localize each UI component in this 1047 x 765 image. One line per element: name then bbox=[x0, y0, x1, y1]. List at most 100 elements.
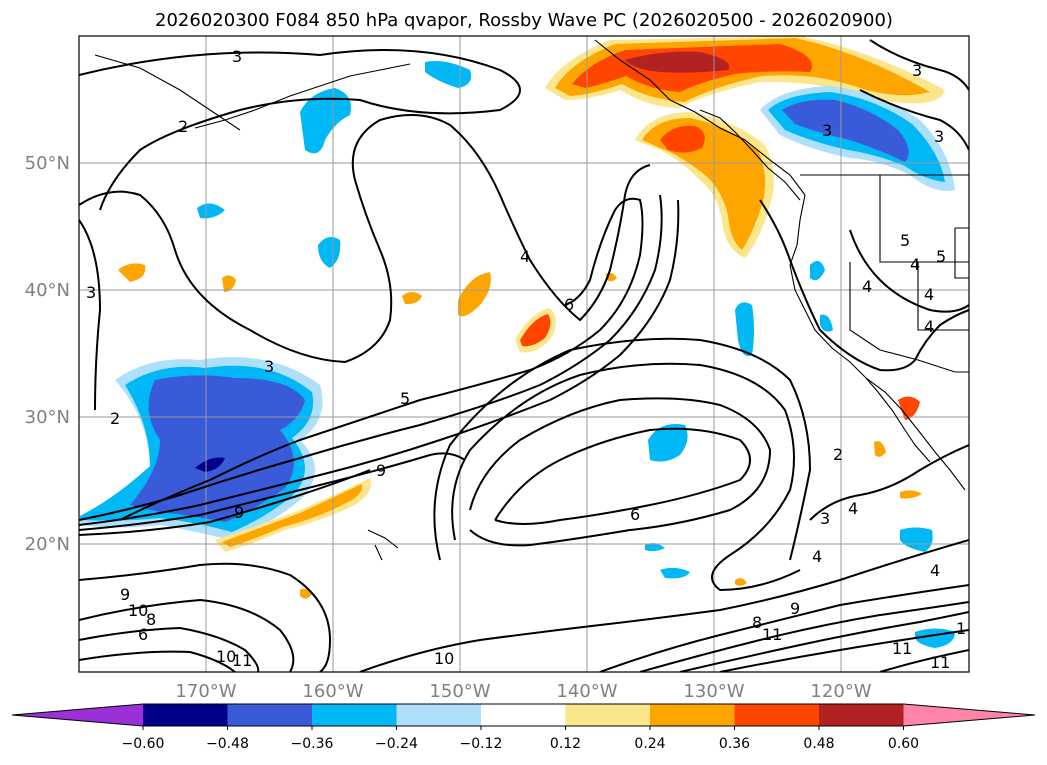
positive-anomaly-coast-core bbox=[660, 125, 705, 153]
contour-10 bbox=[469, 397, 772, 547]
contour-8 bbox=[79, 469, 371, 536]
contour-labels: 3 2 3 3 3 3 4 5 6 3 9 5 2 4 4 4 5 4 2 6 … bbox=[86, 47, 966, 672]
contour-label: 4 bbox=[520, 247, 530, 266]
colorbar-segment bbox=[227, 704, 313, 726]
contour-label: 4 bbox=[924, 285, 934, 304]
contour-24 bbox=[809, 444, 969, 521]
state-border-1 bbox=[879, 175, 969, 263]
positive-anomaly-gulf-of-alaska-peak bbox=[625, 51, 730, 73]
contour-label: 4 bbox=[924, 317, 934, 336]
state-border-2 bbox=[917, 262, 969, 331]
colorbar-tick-label: −0.60 bbox=[122, 736, 165, 752]
contour-17 bbox=[359, 539, 969, 672]
contour-label: 3 bbox=[934, 127, 944, 146]
negative-anomaly-small-4 bbox=[820, 314, 833, 332]
latitude-labels: 50°N 40°N 30°N 20°N bbox=[25, 153, 70, 555]
colorbar-segment bbox=[481, 704, 566, 726]
contour-label: 3 bbox=[264, 357, 274, 376]
contour-18 bbox=[599, 584, 969, 672]
colorbar-tick-label: 0.24 bbox=[634, 736, 665, 752]
contour-3 bbox=[79, 219, 102, 411]
contour-label: 4 bbox=[812, 547, 822, 566]
lon-label-150w: 150°W bbox=[429, 681, 490, 702]
colorbar-tick-label: −0.36 bbox=[291, 736, 334, 752]
bc-coast bbox=[699, 109, 801, 201]
lon-label-160w: 160°W bbox=[302, 681, 363, 702]
contour-label: 9 bbox=[376, 461, 386, 480]
graticule bbox=[79, 36, 969, 672]
figure-title: 2026020300 F084 850 hPa qvapor, Rossby W… bbox=[155, 10, 893, 31]
contour-label: 6 bbox=[138, 625, 148, 644]
negative-anomaly-30n-130w bbox=[648, 424, 688, 462]
colorbar-extend-high bbox=[903, 704, 1035, 726]
us-west-coast bbox=[789, 194, 966, 491]
lat-label-50n: 50°N bbox=[25, 153, 70, 174]
contour-2 bbox=[79, 114, 651, 364]
contour-label: 9 bbox=[120, 585, 130, 604]
contour-label: 1 bbox=[956, 619, 966, 638]
lat-label-40n: 40°N bbox=[25, 280, 70, 301]
contour-label: 11 bbox=[892, 639, 912, 658]
contour-21 bbox=[719, 629, 969, 672]
negative-anomaly-central-pacific-peak bbox=[195, 457, 225, 472]
colorbar-tick-label: 0.48 bbox=[803, 736, 834, 752]
us-mexico-border bbox=[879, 349, 969, 373]
alaska-coast bbox=[594, 39, 806, 196]
state-border-3 bbox=[849, 262, 881, 351]
contour-label: 3 bbox=[86, 283, 96, 302]
negative-anomaly-small-3 bbox=[810, 261, 825, 281]
baja-peninsula bbox=[865, 377, 931, 463]
contour-1 bbox=[79, 49, 521, 211]
contour-label: 5 bbox=[936, 247, 946, 266]
contour-27 bbox=[869, 39, 969, 91]
contour-label: 5 bbox=[900, 231, 910, 250]
colorbar-tick-label: −0.12 bbox=[460, 736, 503, 752]
contour-19 bbox=[639, 601, 969, 672]
contour-label: 9 bbox=[234, 503, 244, 522]
colorbar-segment bbox=[143, 704, 228, 726]
contour-23 bbox=[759, 199, 969, 372]
contour-16 bbox=[79, 650, 236, 672]
positive-anomaly-41n-155w bbox=[402, 292, 422, 305]
colorbar-tick-label: 0.12 bbox=[550, 736, 581, 752]
lon-label-170w: 170°W bbox=[175, 681, 236, 702]
negative-anomaly-socal bbox=[900, 527, 933, 552]
contour-label: 4 bbox=[930, 561, 940, 580]
negative-anomaly-bc-core bbox=[782, 99, 909, 162]
contour-label: 4 bbox=[862, 277, 872, 296]
positive-anomaly-28n-115w bbox=[898, 396, 920, 420]
contour-label: 3 bbox=[912, 61, 922, 80]
contour-label: 10 bbox=[128, 601, 148, 620]
negative-anomaly-nw-3 bbox=[318, 236, 341, 268]
contour-label: 2 bbox=[110, 409, 120, 428]
lon-label-120w: 120°W bbox=[810, 681, 871, 702]
negative-anomaly-nw-1 bbox=[300, 88, 351, 154]
map-panel: 3 2 3 3 3 3 4 5 6 3 9 5 2 4 4 4 5 4 2 6 … bbox=[79, 36, 969, 672]
contour-14 bbox=[79, 598, 295, 672]
negative-anomaly-small-2 bbox=[645, 543, 665, 552]
contour-label: 10 bbox=[434, 649, 454, 668]
colorbar-extend-low bbox=[12, 704, 143, 726]
contour-label: 9 bbox=[790, 599, 800, 618]
colorbar-segment bbox=[734, 704, 820, 726]
contour-25 bbox=[849, 229, 969, 313]
contour-label: 6 bbox=[564, 295, 574, 314]
contour-13 bbox=[79, 562, 332, 672]
contour-12 bbox=[433, 337, 812, 561]
contour-15 bbox=[79, 626, 260, 672]
negative-anomaly-central-pacific-core bbox=[130, 375, 305, 522]
contour-22 bbox=[879, 649, 969, 672]
contour-label: 11 bbox=[232, 651, 252, 670]
colorbar-segment bbox=[650, 704, 735, 726]
contour-20 bbox=[679, 611, 969, 672]
contour-label: 3 bbox=[822, 121, 832, 140]
positive-anomaly-subtropical-band bbox=[222, 484, 363, 547]
contour-5 bbox=[79, 194, 663, 521]
lon-label-130w: 130°W bbox=[683, 681, 744, 702]
contour-9 bbox=[494, 427, 751, 525]
hawaii-islands bbox=[367, 529, 399, 561]
positive-anomaly-42n-166w bbox=[222, 275, 236, 292]
contour-label: 4 bbox=[848, 499, 858, 518]
colorbar-segment bbox=[819, 704, 904, 726]
